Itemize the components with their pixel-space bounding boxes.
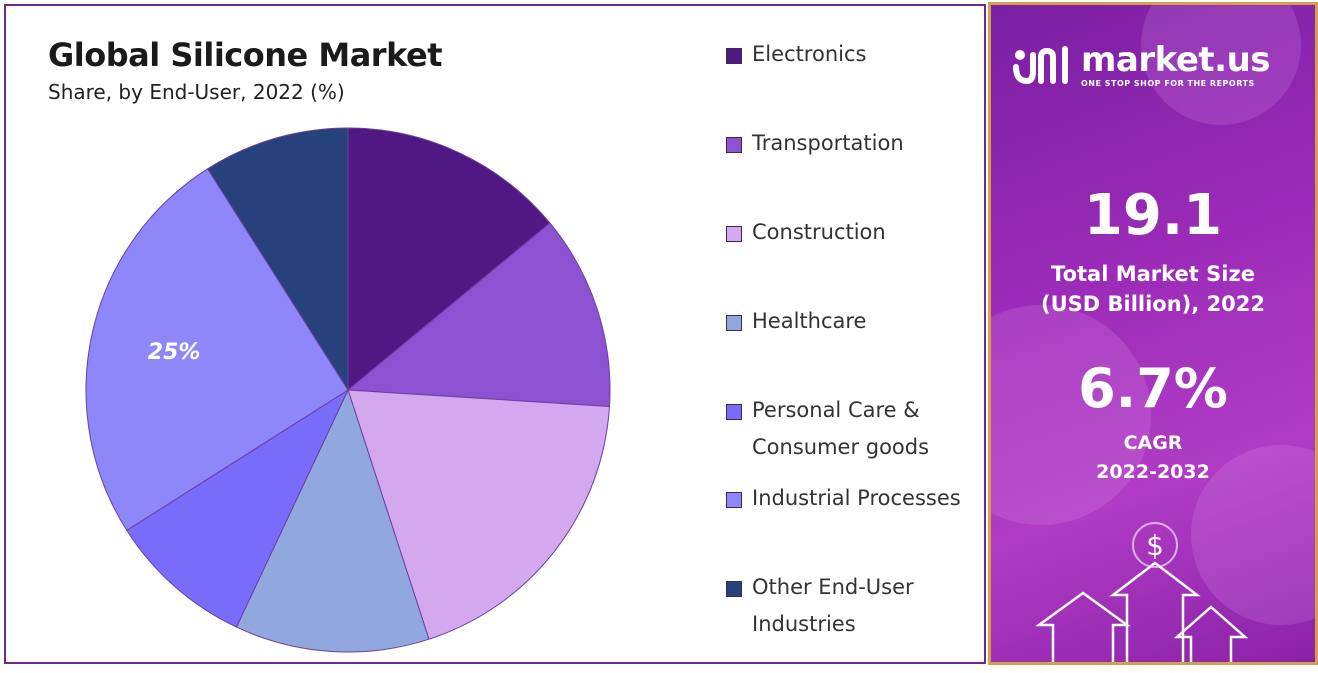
chart-panel: Global Silicone Market Share, by End-Use… [4,4,986,664]
legend-item-personal-care: Personal Care & Consumer goods [726,398,982,466]
legend-swatch [726,48,742,64]
legend-label: Transportation [752,131,904,155]
legend-swatch [726,492,742,508]
legend-label: Healthcare [752,309,867,333]
legend-label: Construction [752,220,886,244]
legend-item-healthcare: Healthcare [726,309,982,340]
chart-subtitle: Share, by End-User, 2022 (%) [48,80,345,104]
legend-swatch [726,315,742,331]
pie-slice-healthcare [235,388,430,653]
cagr-value: 6.7% [1078,357,1228,420]
dollar-icon: $ [1146,529,1164,562]
legend-item-construction: Construction [726,220,982,251]
legend-item-electronics: Electronics [726,42,982,73]
legend-swatch [726,581,742,597]
legend-swatch [726,137,742,153]
pie-slice-construction [347,389,611,640]
legend-item-other-end-user: Other End-User Industries [726,575,982,643]
market-size-label: Total Market Size (USD Billion), 2022 [991,259,1315,319]
pie-slice-personal-care-consumer-goods [126,388,350,628]
pie-slice-other-end-user-industries [206,127,349,392]
cagr-label-line2: 2022-2032 [1096,461,1210,483]
brand-name: market.us [1081,39,1271,80]
pie-chart: 25% [85,127,611,653]
cagr-label-line1: CAGR [1123,432,1183,454]
data-label-industrial-processes: 25% [148,340,201,365]
brand-logo: market.us ONE STOP SHOP FOR THE REPORTS [1013,39,1271,89]
chart-title: Global Silicone Market [48,36,443,74]
legend-swatch [726,226,742,242]
summary-panel: market.us ONE STOP SHOP FOR THE REPORTS … [988,2,1318,665]
market-size-label-line1: Total Market Size [1051,262,1255,286]
market-size-label-line2: (USD Billion), 2022 [1040,292,1266,316]
legend-label: Electronics [752,42,867,66]
pie-slice-industrial-processes [85,168,349,532]
legend-label: Personal Care & Consumer goods [752,398,930,459]
cagr-label: CAGR 2022-2032 [991,429,1315,487]
market-size-value: 19.1 [1083,183,1223,248]
legend-label: Industrial Processes [752,486,961,510]
brand-tagline: ONE STOP SHOP FOR THE REPORTS [1081,78,1255,88]
legend-item-transportation: Transportation [726,131,982,162]
pie-slice-electronics [347,127,551,392]
pie-slice-transportation [346,222,611,407]
market-us-logo-icon [1013,46,1068,85]
growth-arrows-icon: $ [1035,522,1249,662]
legend-swatch [726,404,742,420]
legend-item-industrial-processes: Industrial Processes [726,486,982,517]
legend-label: Other End-User Industries [752,575,914,636]
